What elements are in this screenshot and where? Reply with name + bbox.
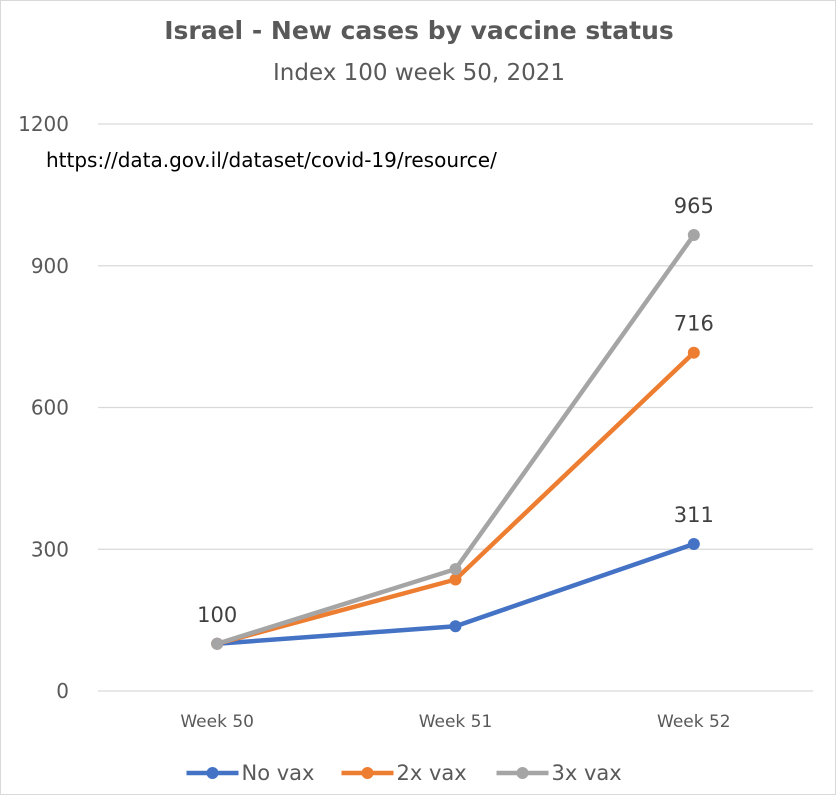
- data-point: [449, 620, 462, 633]
- legend-label: No vax: [242, 761, 315, 785]
- data-point: [687, 538, 700, 551]
- legend-marker: [361, 767, 374, 779]
- legend-label: 2x vax: [397, 761, 467, 785]
- x-axis-ticks: Week 50 Week 51 Week 52: [180, 712, 730, 732]
- y-tick-label: 0: [56, 679, 69, 703]
- data-point: [449, 563, 462, 576]
- y-tick-label: 1200: [18, 112, 69, 136]
- series-line-2: [214, 350, 697, 646]
- source-annotation: https://data.gov.il/dataset/covid-19/res…: [46, 148, 497, 172]
- legend: No vax 2x vax 3x vax: [186, 761, 622, 785]
- y-axis-ticks: 0 300 600 900 1200: [18, 112, 69, 703]
- data-label: 965: [674, 194, 714, 218]
- chart-title: Israel - New cases by vaccine status: [164, 16, 674, 45]
- data-point: [449, 573, 462, 586]
- x-tick-label: Week 52: [657, 712, 731, 732]
- y-tick-label: 900: [31, 254, 69, 278]
- legend-marker: [206, 767, 219, 779]
- legend-label: 3x vax: [552, 761, 622, 785]
- x-tick-label: Week 51: [419, 712, 493, 732]
- data-point: [211, 637, 224, 650]
- data-labels: 311 716 100 965: [197, 194, 714, 627]
- data-label: 100: [197, 603, 237, 627]
- series-lines: [211, 229, 700, 650]
- data-label: 716: [674, 312, 714, 336]
- y-tick-label: 300: [31, 537, 69, 561]
- chart-subtitle: Index 100 week 50, 2021: [273, 60, 565, 86]
- y-tick-label: 600: [31, 396, 69, 420]
- legend-marker: [516, 767, 529, 779]
- data-point: [687, 346, 700, 359]
- data-point: [687, 229, 700, 242]
- data-label: 311: [674, 503, 714, 527]
- x-tick-label: Week 50: [180, 712, 254, 732]
